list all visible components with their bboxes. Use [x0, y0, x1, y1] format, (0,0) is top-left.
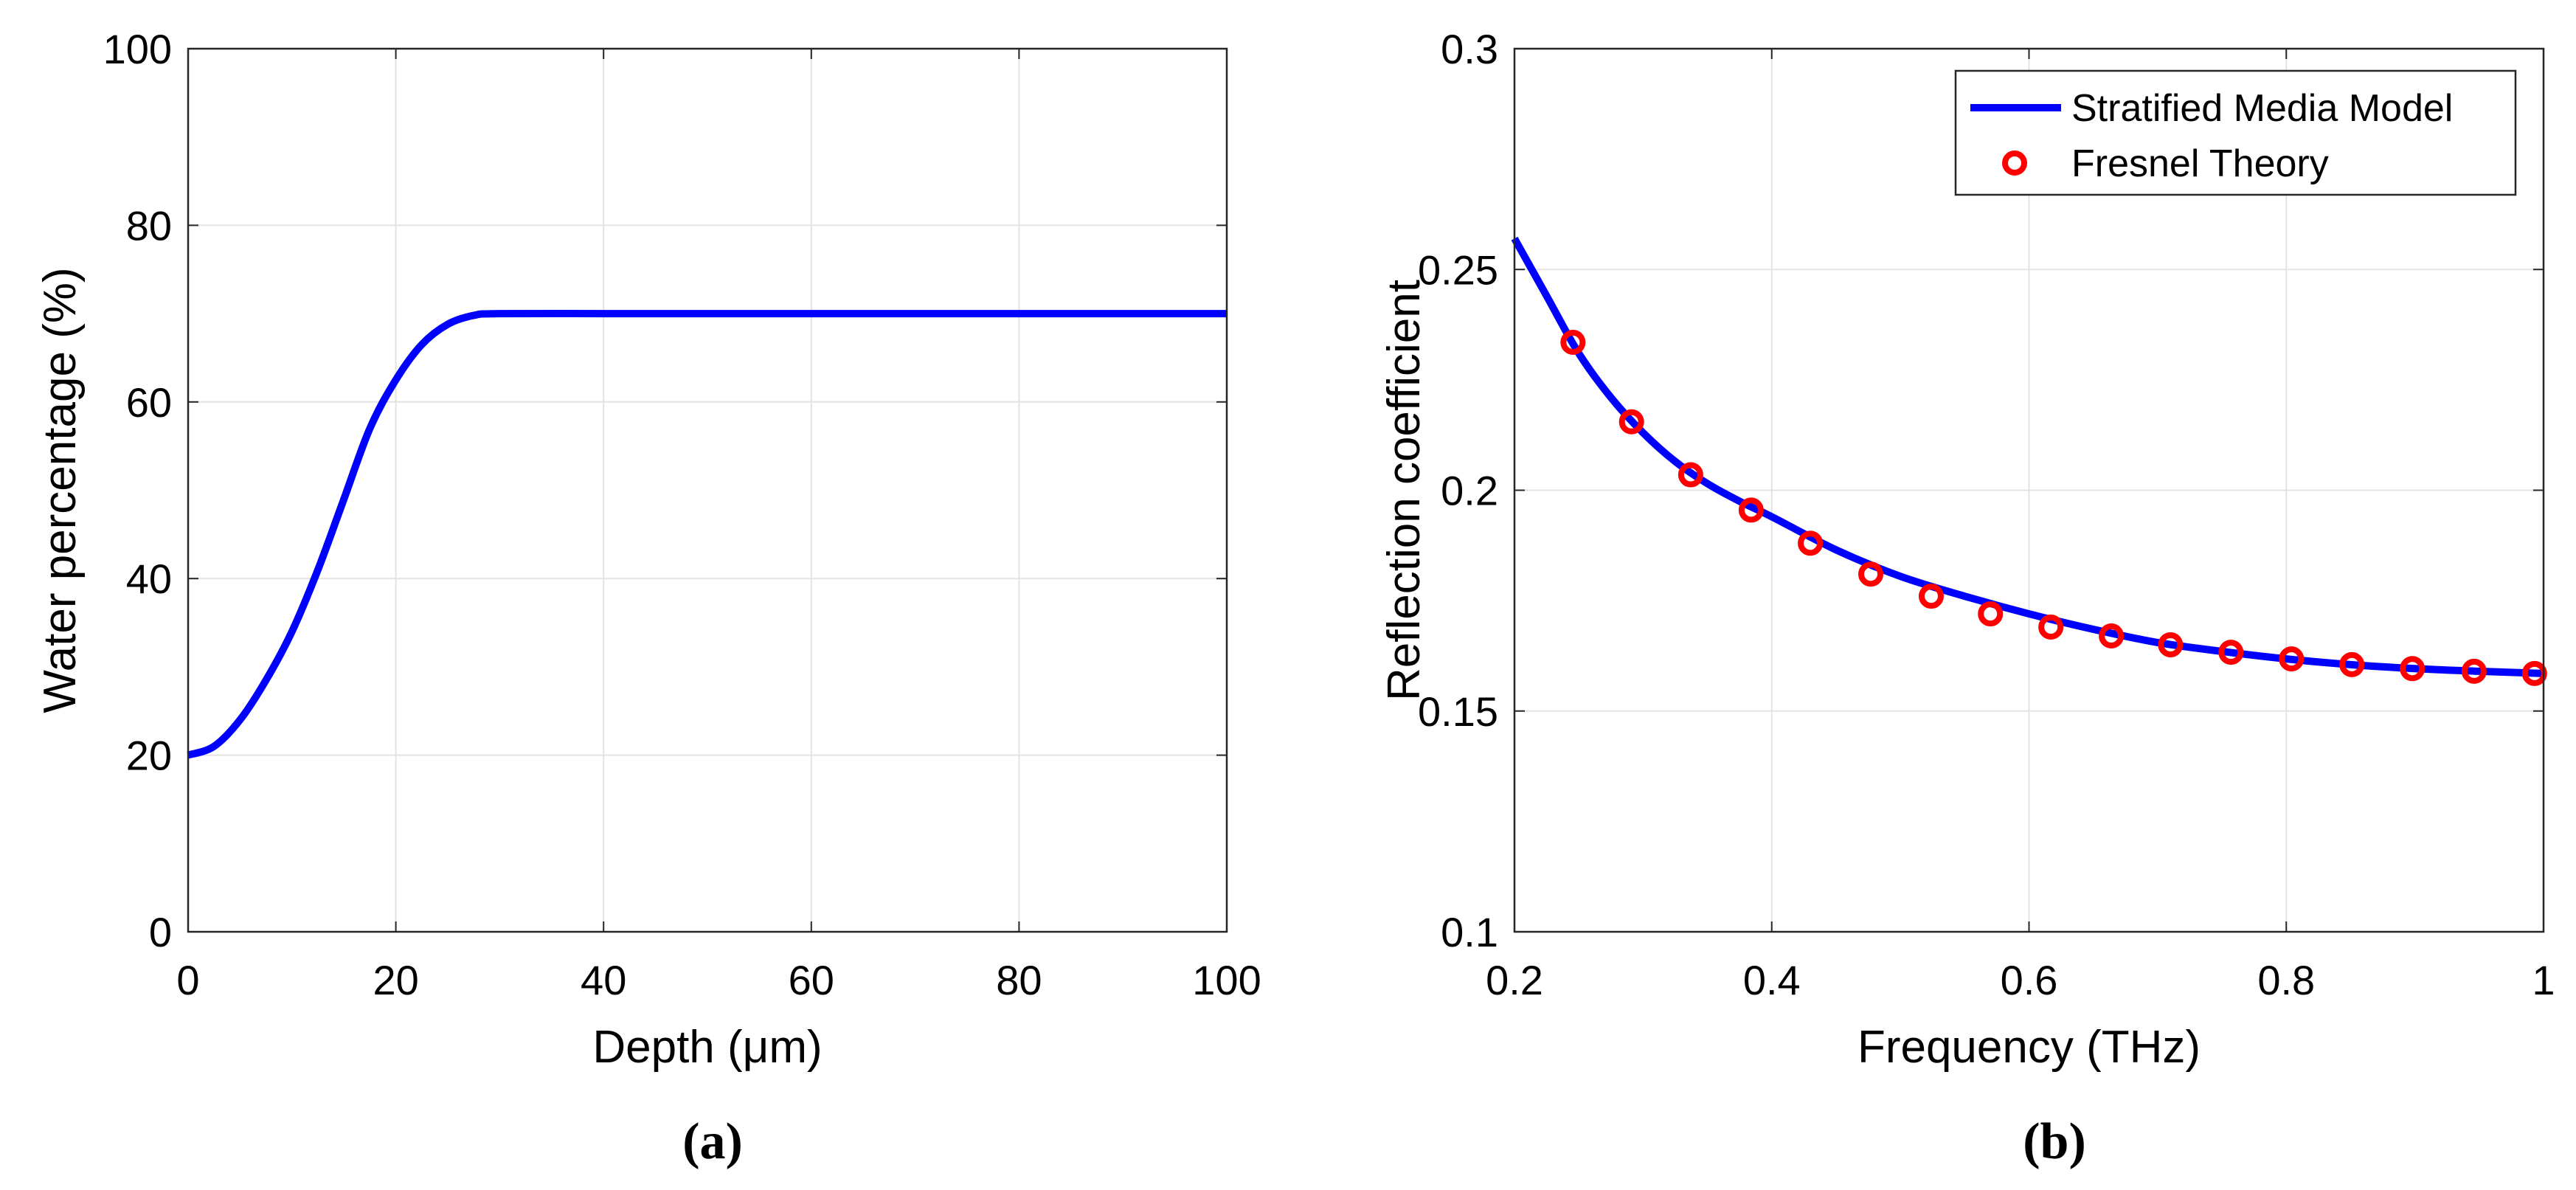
- x-tick-label: 80: [996, 957, 1042, 1003]
- chart-panel-b: 0.2 0.4 0.6 0.8 1 0.1 0.15 0.2 0.25 0.3 Frequency …: [1379, 26, 2555, 1170]
- axes-box: [1513, 47, 2545, 933]
- x-tick-label: 0.4: [1743, 957, 1801, 1003]
- fresnel-marker: [2099, 623, 2125, 649]
- fresnel-marker: [1798, 530, 1824, 556]
- fresnel-marker: [2218, 640, 2244, 665]
- fresnel-marker: [2461, 658, 2487, 684]
- y-tick-label: 60: [126, 379, 172, 426]
- fresnel-marker: [1978, 601, 2004, 627]
- fresnel-marker: [2038, 615, 2064, 640]
- legend-marker: [2002, 151, 2027, 176]
- panel-label: (a): [682, 1113, 743, 1170]
- y-axis-label: Water percentage (%): [35, 267, 86, 713]
- plot-area: [188, 49, 1227, 932]
- x-tick-label: 1: [2532, 957, 2555, 1003]
- y-tick-label: 80: [126, 202, 172, 249]
- x-tick-label: 60: [789, 957, 834, 1003]
- fresnel-marker: [2279, 646, 2305, 672]
- fresnel-marker: [2400, 656, 2426, 682]
- y-tick-label: 40: [126, 556, 172, 602]
- legend-entry: Fresnel Theory: [2071, 142, 2329, 185]
- fresnel-marker: [1677, 462, 1703, 488]
- y-tick-label: 0.3: [1441, 26, 1498, 72]
- x-tick-label: 0.2: [1486, 957, 1543, 1003]
- y-tick-label: 0.2: [1441, 468, 1498, 514]
- fresnel-marker: [2158, 632, 2184, 657]
- fresnel-marker: [1618, 409, 1644, 435]
- x-axis-label: Depth (μm): [592, 1022, 822, 1073]
- y-tick-label: 20: [126, 733, 172, 779]
- legend-entry: Stratified Media Model: [2071, 87, 2453, 130]
- y-tick-label: 0.1: [1441, 909, 1498, 955]
- y-tick-label: 0: [149, 909, 172, 955]
- x-axis-label: Frequency (THz): [1857, 1022, 2201, 1073]
- y-tick-label: 100: [103, 26, 172, 72]
- x-tick-label: 20: [373, 957, 418, 1003]
- x-tick-label: 0: [176, 957, 199, 1003]
- chart-panel-a: 0 20 40 60 80 100 0 20 40 60 80 100 Depth (μm) Water …: [35, 26, 1261, 1170]
- x-tick-label: 0.6: [2001, 957, 2058, 1003]
- axes-box: [187, 47, 1228, 933]
- fresnel-marker: [1918, 584, 1944, 609]
- panel-label: (b): [2023, 1113, 2086, 1170]
- fresnel-marker: [1738, 497, 1764, 523]
- x-tick-label: 0.8: [2257, 957, 2315, 1003]
- fresnel-marker: [1858, 561, 1884, 587]
- y-tick-label: 0.15: [1418, 688, 1498, 735]
- series-line: [187, 309, 1227, 759]
- legend-box: [1954, 69, 2517, 196]
- fresnel-marker: [2339, 651, 2365, 677]
- x-tick-label: 100: [1192, 957, 1261, 1003]
- fresnel-marker: [1560, 330, 1586, 356]
- y-tick-label: 0.25: [1418, 246, 1498, 293]
- x-tick-label: 40: [581, 957, 626, 1003]
- y-axis-label: Reflection coefficient: [1379, 280, 1430, 701]
